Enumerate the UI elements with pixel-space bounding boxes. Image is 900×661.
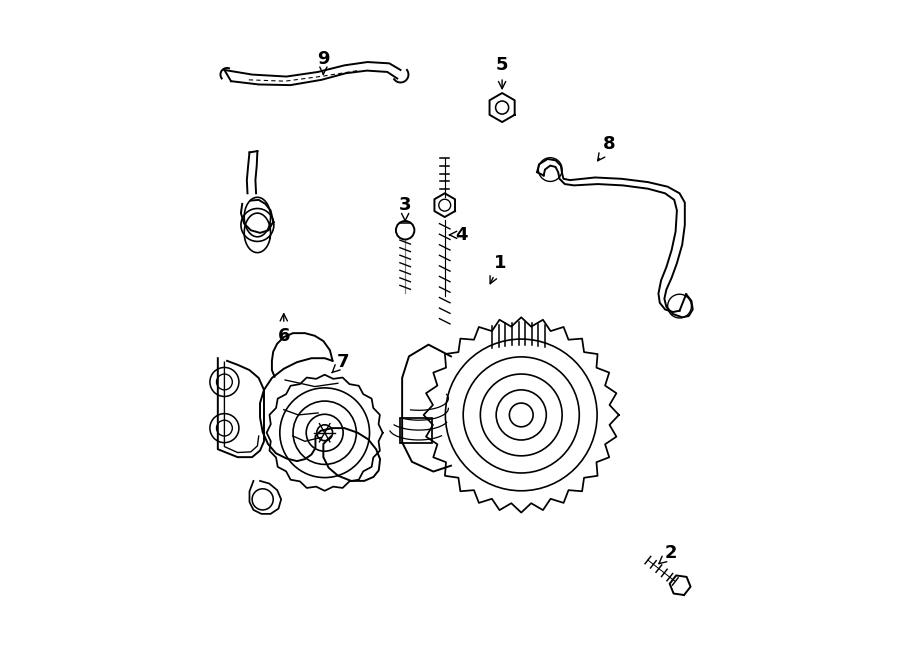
Text: 7: 7 xyxy=(332,353,349,373)
Text: 6: 6 xyxy=(277,314,290,345)
Text: 1: 1 xyxy=(491,254,507,284)
Text: 2: 2 xyxy=(659,545,677,564)
Text: 4: 4 xyxy=(449,226,468,244)
Text: 3: 3 xyxy=(399,196,411,221)
Text: 5: 5 xyxy=(496,56,508,89)
Text: 9: 9 xyxy=(317,50,329,74)
Text: 8: 8 xyxy=(598,136,616,161)
